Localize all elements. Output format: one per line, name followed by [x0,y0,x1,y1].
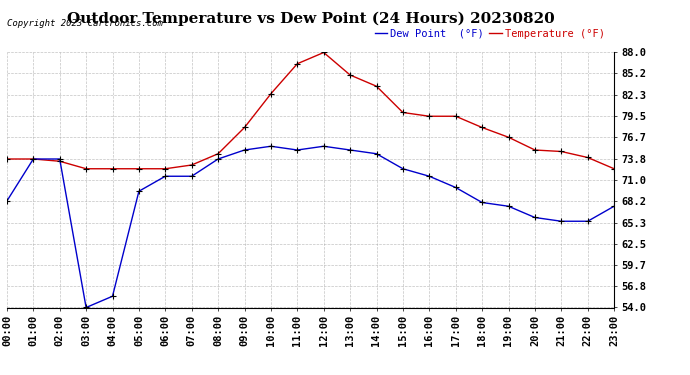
Legend: Dew Point  (°F), Temperature (°F): Dew Point (°F), Temperature (°F) [371,24,609,43]
Text: Outdoor Temperature vs Dew Point (24 Hours) 20230820: Outdoor Temperature vs Dew Point (24 Hou… [67,11,554,26]
Text: Copyright 2023 Cartronics.com: Copyright 2023 Cartronics.com [7,20,163,28]
